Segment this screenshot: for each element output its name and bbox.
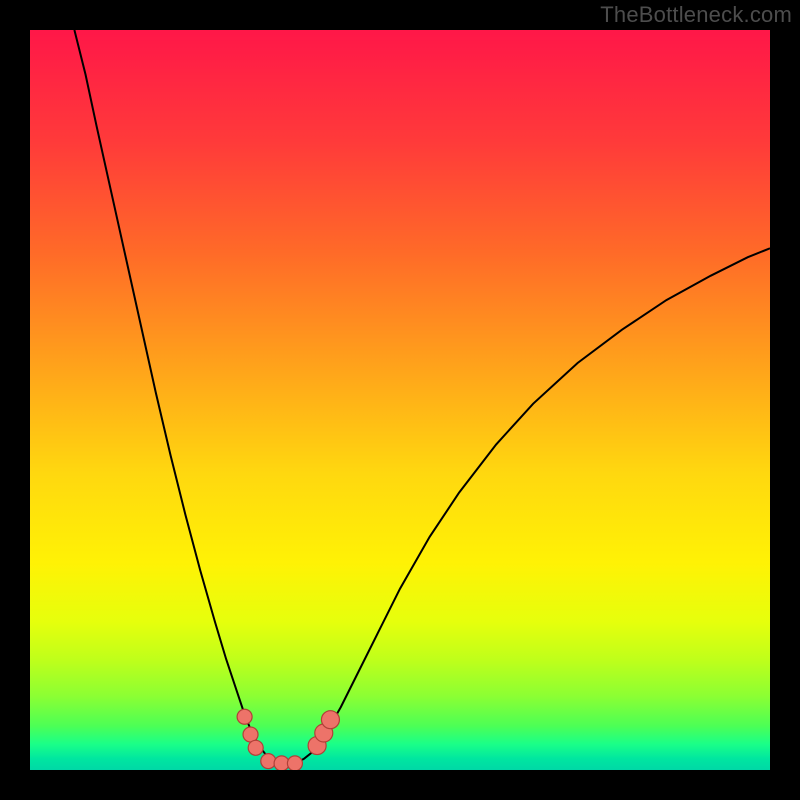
plot-svg bbox=[30, 30, 770, 770]
curve-marker bbox=[261, 754, 276, 769]
watermark-text: TheBottleneck.com bbox=[600, 2, 792, 28]
curve-marker bbox=[321, 711, 339, 729]
curve-marker bbox=[287, 756, 302, 770]
curve-marker bbox=[248, 740, 263, 755]
plot-area bbox=[30, 30, 770, 770]
curve-marker bbox=[237, 709, 252, 724]
gradient-background bbox=[30, 30, 770, 770]
chart-frame: TheBottleneck.com bbox=[0, 0, 800, 800]
